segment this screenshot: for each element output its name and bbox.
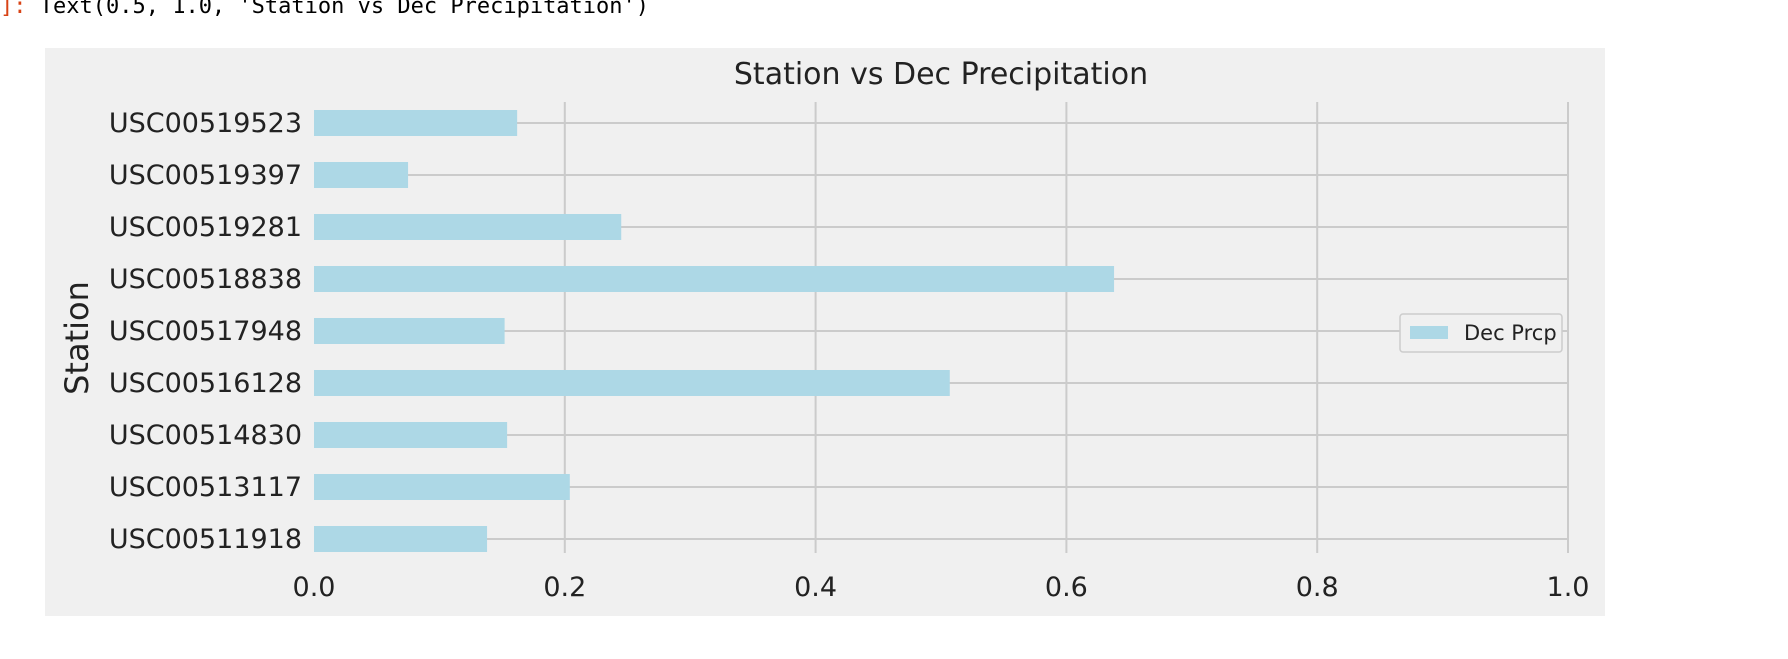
y-tick-label: USC00519523 [109,108,302,139]
x-tick-label: 1.0 [1547,572,1590,603]
y-tick-label: USC00514830 [109,420,302,451]
x-tick-label: 0.2 [543,572,586,603]
y-tick-label: USC00517948 [109,316,302,347]
output-text: Text(0.5, 1.0, 'Station vs Dec Precipita… [39,0,650,19]
y-tick-label: USC00519281 [109,212,302,243]
bar-USC00519397 [314,162,409,188]
y-tick-label: USC00516128 [109,368,302,399]
bar-USC00516128 [314,370,950,396]
x-tick-label: 0.6 [1045,572,1088,603]
bar-USC00519523 [314,110,518,136]
bar-USC00514830 [314,422,508,448]
y-axis-label: Station [58,281,96,395]
x-tick-label: 0.0 [293,572,336,603]
x-tick-label: 0.4 [794,572,837,603]
y-tick-labels: USC00511918 USC00513117 USC00514830 USC0051… [109,108,302,555]
bar-USC00513117 [314,474,570,500]
bar-USC00519281 [314,214,622,240]
bars [314,110,1115,552]
chart-title: Station vs Dec Precipitation [734,57,1148,92]
cell-output-line: ]: Text(0.5, 1.0, 'Station vs Dec Precip… [0,0,649,19]
y-tick-label: USC00511918 [109,524,302,555]
y-tick-label: USC00513117 [109,472,302,503]
y-tick-label: USC00519397 [109,160,302,191]
y-tick-label: USC00518838 [109,264,302,295]
x-tick-labels: 0.0 0.2 0.4 0.6 0.8 1.0 [293,572,1590,603]
bar-USC00511918 [314,526,488,552]
bar-USC00518838 [314,266,1115,292]
legend-box [1399,313,1563,353]
legend-label: Dec Prcp [1464,321,1557,345]
legend: Dec Prcp [1399,313,1563,353]
bar-USC00517948 [314,318,505,344]
output-prompt: ]: [0,0,27,19]
x-tick-label: 0.8 [1296,572,1339,603]
legend-swatch [1410,326,1448,339]
